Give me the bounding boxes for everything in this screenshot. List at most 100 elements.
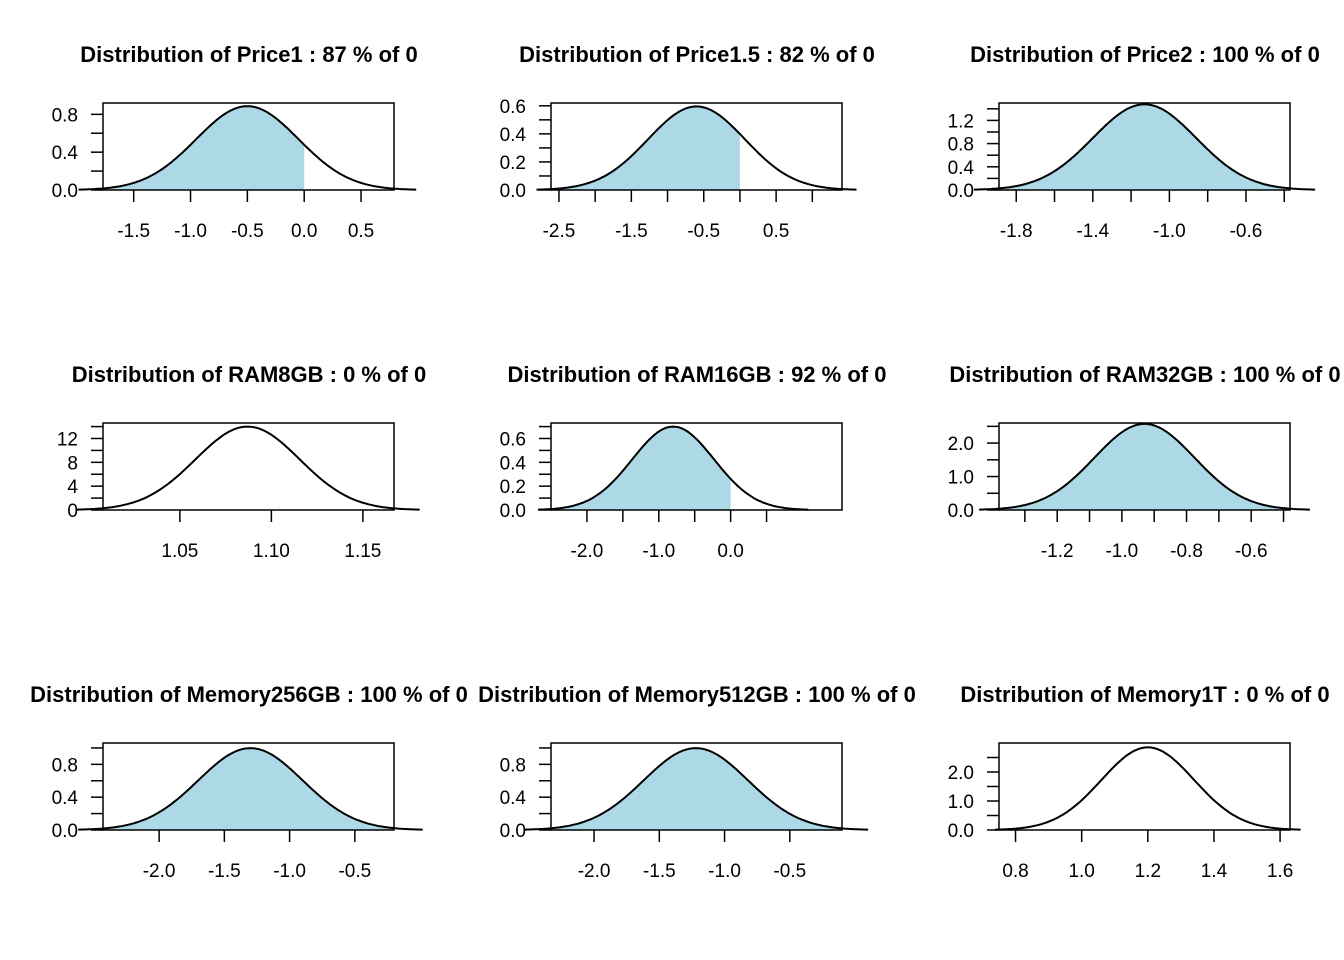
density-curve — [979, 422, 1310, 511]
x-tick-label: -1.2 — [1041, 541, 1074, 562]
y-tick-label: 1.0 — [948, 468, 974, 489]
x-tick-label: -1.8 — [1000, 221, 1033, 242]
x-tick-label: -2.0 — [143, 861, 176, 882]
y-tick-label: 0.0 — [52, 181, 78, 202]
density-panel: Distribution of RAM32GB : 100 % of 0 -1.2… — [948, 362, 1341, 562]
x-tick-label: 1.2 — [1135, 861, 1161, 882]
x-tick-label: -2.0 — [571, 541, 604, 562]
x-tick-label: -1.0 — [273, 861, 306, 882]
x-tick-label: -2.0 — [578, 861, 611, 882]
x-tick-label: -0.6 — [1235, 541, 1268, 562]
y-tick-label: 0.4 — [500, 125, 527, 146]
shaded-area — [979, 423, 1290, 510]
y-tick-label: 1.0 — [948, 792, 974, 813]
panel-title: Distribution of RAM8GB : 0 % of 0 — [72, 362, 426, 387]
density-panel: Distribution of Memory256GB : 100 % of 0… — [30, 682, 468, 882]
x-tick-label: 1.15 — [344, 541, 381, 562]
plot-frame — [550, 422, 843, 511]
panel-title: Distribution of Memory512GB : 100 % of 0 — [478, 682, 916, 707]
x-tick-label: -1.5 — [643, 861, 676, 882]
plot-frame — [998, 102, 1291, 191]
y-tick-label: 0.4 — [52, 143, 79, 164]
y-tick-label: 0.0 — [948, 181, 974, 202]
plot-frame — [102, 422, 395, 511]
x-tick-label: 1.4 — [1201, 861, 1228, 882]
shaded-area — [538, 426, 731, 510]
x-tick-label: -1.0 — [1153, 221, 1186, 242]
panel-title: Distribution of Memory1T : 0 % of 0 — [960, 682, 1329, 707]
y-tick-label: 2.0 — [948, 763, 974, 784]
y-tick-label: 0.6 — [500, 97, 526, 118]
y-tick-label: 0.2 — [500, 477, 526, 498]
x-tick-label: -1.0 — [708, 861, 741, 882]
y-tick-label: 4 — [67, 477, 78, 498]
density-panel: Distribution of RAM16GB : 92 % of 0 -2.0 -… — [500, 362, 887, 562]
panel-title: Distribution of Price2 : 100 % of 0 — [970, 42, 1320, 67]
panel-title: Distribution of Price1 : 87 % of 0 — [80, 42, 417, 67]
x-tick-label: -1.0 — [642, 541, 675, 562]
y-tick-label: 0.2 — [500, 153, 526, 174]
x-tick-label: -0.6 — [1230, 221, 1263, 242]
shaded-area — [973, 104, 1285, 190]
x-tick-label: -0.5 — [687, 221, 720, 242]
y-tick-label: 0.0 — [500, 821, 526, 842]
panel-title: Distribution of Memory256GB : 100 % of 0 — [30, 682, 468, 707]
shaded-area — [78, 748, 394, 830]
x-tick-label: -1.4 — [1076, 221, 1109, 242]
y-tick-label: 0.0 — [500, 501, 526, 522]
x-tick-label: 0.5 — [763, 221, 789, 242]
density-curve — [536, 105, 857, 191]
density-curve — [78, 105, 417, 191]
shaded-area — [78, 106, 305, 190]
y-tick-label: 0.0 — [948, 501, 974, 522]
shaded-area — [536, 106, 740, 190]
y-tick-label: 0.0 — [500, 181, 526, 202]
y-tick-label: 0.0 — [948, 821, 974, 842]
x-tick-label: -1.5 — [208, 861, 241, 882]
y-tick-label: 0.4 — [948, 158, 975, 179]
y-tick-label: 1.2 — [948, 111, 974, 132]
y-tick-label: 0.4 — [500, 453, 527, 474]
x-tick-label: 0.8 — [1002, 861, 1028, 882]
density-panel: Distribution of Memory1T : 0 % of 0 0.8 1.… — [948, 682, 1330, 882]
x-tick-label: -1.0 — [1105, 541, 1138, 562]
density-curve — [75, 425, 420, 511]
y-tick-label: 0.4 — [52, 788, 79, 809]
shaded-area — [523, 748, 842, 830]
x-tick-label: 1.0 — [1068, 861, 1094, 882]
y-tick-label: 0.4 — [500, 788, 527, 809]
x-tick-label: 0.5 — [348, 221, 374, 242]
x-tick-label: -1.5 — [117, 221, 150, 242]
density-panel: Distribution of Price1.5 : 82 % of 0 -2.5… — [500, 42, 875, 242]
plot-frame — [550, 742, 843, 831]
y-tick-label: 2.0 — [948, 434, 974, 455]
panel-title: Distribution of RAM32GB : 100 % of 0 — [949, 362, 1340, 387]
density-panel: Distribution of Memory512GB : 100 % of 0… — [478, 682, 916, 882]
y-tick-label: 0 — [67, 501, 78, 522]
plot-frame — [102, 742, 395, 831]
x-tick-label: 1.05 — [161, 541, 198, 562]
x-tick-label: -1.5 — [615, 221, 648, 242]
y-tick-label: 0.0 — [52, 821, 78, 842]
y-tick-label: 12 — [57, 429, 78, 450]
x-tick-label: -1.0 — [174, 221, 207, 242]
panel-title: Distribution of Price1.5 : 82 % of 0 — [519, 42, 875, 67]
density-curve — [973, 103, 1316, 191]
y-tick-label: 0.6 — [500, 429, 526, 450]
x-tick-label: 0.0 — [717, 541, 743, 562]
y-tick-label: 0.8 — [500, 755, 526, 776]
x-tick-label: -0.8 — [1170, 541, 1203, 562]
plot-frame — [550, 102, 843, 191]
x-tick-label: 1.10 — [253, 541, 290, 562]
x-tick-label: -0.5 — [231, 221, 264, 242]
y-tick-label: 8 — [67, 453, 78, 474]
density-curve — [523, 747, 869, 831]
density-curve — [995, 746, 1301, 831]
y-tick-label: 0.8 — [52, 755, 78, 776]
plot-frame — [998, 422, 1291, 511]
y-tick-label: 0.8 — [948, 135, 974, 156]
panel-title: Distribution of RAM16GB : 92 % of 0 — [508, 362, 887, 387]
x-tick-label: -0.5 — [773, 861, 806, 882]
density-curve — [538, 425, 809, 511]
